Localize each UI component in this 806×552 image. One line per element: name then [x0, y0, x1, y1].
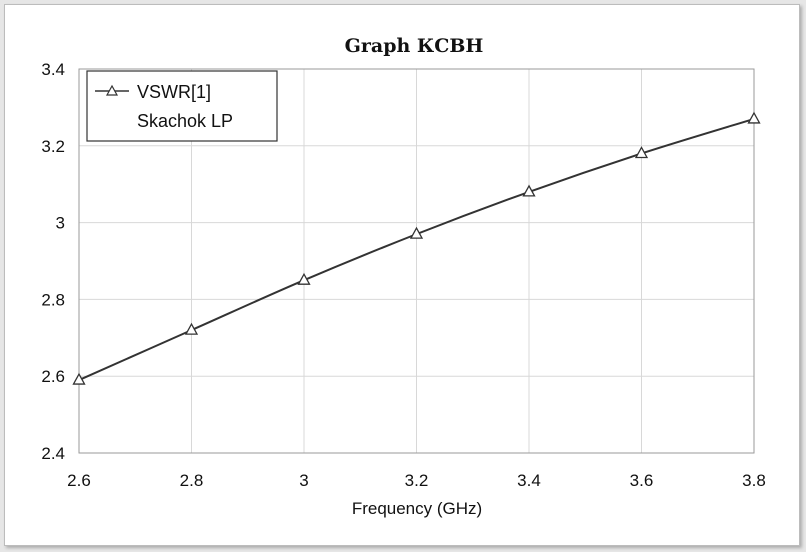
x-axis-label: Frequency (GHz) — [352, 499, 482, 518]
series-layer — [72, 111, 761, 385]
x-tick-label: 3.8 — [742, 471, 766, 490]
data-point-triangle — [184, 322, 199, 335]
y-tick-label: 2.4 — [41, 444, 65, 463]
x-tick-label: 3 — [299, 471, 308, 490]
data-point-triangle — [522, 184, 536, 197]
legend-series-sublabel: Skachok LP — [137, 111, 233, 131]
y-tick-labels: 2.4 2.6 2.8 3 3.2 3.4 — [41, 60, 65, 463]
x-tick-label: 2.6 — [67, 471, 91, 490]
legend-series-label: VSWR[1] — [137, 82, 211, 102]
y-tick-label: 3 — [56, 214, 65, 233]
y-tick-label: 2.6 — [41, 367, 65, 386]
data-point-triangle — [409, 226, 424, 239]
x-tick-labels: 2.6 2.8 3 3.2 3.4 3.6 3.8 — [67, 471, 766, 490]
legend-box — [86, 70, 278, 142]
data-point-triangle — [747, 111, 761, 124]
y-tick-label: 3.2 — [41, 137, 65, 156]
data-point-triangle — [634, 146, 649, 159]
y-tick-label: 2.8 — [41, 290, 65, 309]
legend-triangle-marker — [105, 84, 119, 96]
chart-title: Graph КСВН — [345, 35, 484, 57]
data-point-triangle — [72, 372, 86, 385]
plot-frame — [78, 68, 755, 454]
y-tick-label: 3.4 — [41, 60, 65, 79]
x-tick-label: 2.8 — [180, 471, 204, 490]
vswr-chart: Graph КСВН 2.42.62.833.23.4 2.6 2.8 3 3.2 3.… — [41, 35, 766, 518]
data-point-triangle — [297, 272, 311, 285]
chart-panel: Graph КСВН 2.4 2.6 2.8 3 3.2 3.4 2.6 2.8 3 3.2 3.… — [4, 4, 800, 546]
x-tick-label: 3.6 — [630, 471, 654, 490]
legend: VSWR[1] Skachok LP — [86, 70, 278, 142]
x-tick-label: 3.4 — [517, 471, 541, 490]
x-tick-label: 3.2 — [405, 471, 429, 490]
